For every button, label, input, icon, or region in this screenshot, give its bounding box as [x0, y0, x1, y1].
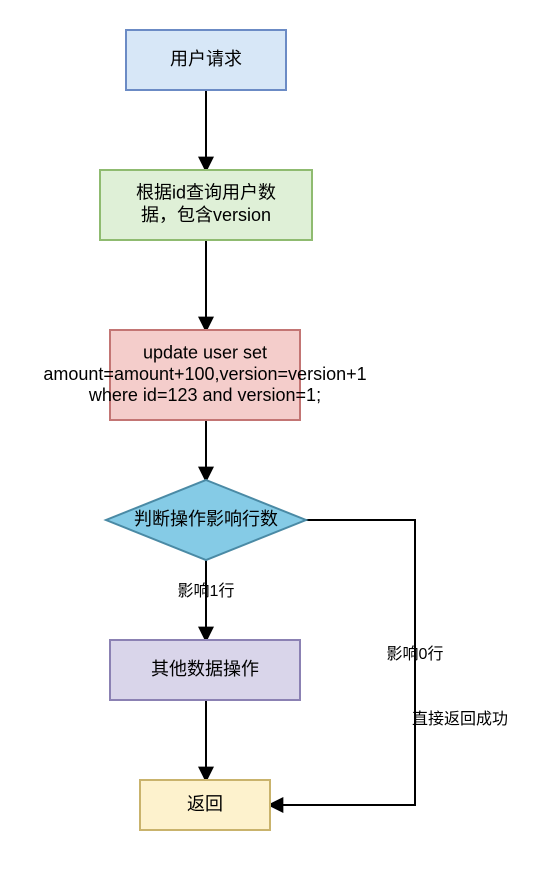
node-text-n3-line0: update user set — [143, 343, 267, 363]
node-n6: 返回 — [140, 780, 270, 830]
node-text-n4: 判断操作影响行数 — [134, 509, 278, 529]
edge-label-e6: 影响0行 — [387, 645, 444, 663]
node-n2: 根据id查询用户数据，包含version — [100, 170, 312, 240]
node-n5: 其他数据操作 — [110, 640, 300, 700]
edge-label-e4: 影响1行 — [178, 582, 235, 600]
node-n4: 判断操作影响行数 — [106, 480, 306, 560]
node-text-n6: 返回 — [187, 794, 223, 814]
node-n1: 用户请求 — [126, 30, 286, 90]
node-n3: update user setamount=amount+100,version… — [43, 330, 366, 420]
node-text-n1: 用户请求 — [170, 49, 242, 69]
flowchart-canvas: 影响1行影响0行直接返回成功 用户请求根据id查询用户数据，包含version up… — [0, 0, 552, 880]
node-text-n5: 其他数据操作 — [151, 659, 259, 679]
edge-label2-e6: 直接返回成功 — [412, 710, 508, 728]
node-text-n2-line0: 根据id查询用户数 — [136, 183, 276, 203]
node-text-n3-line1: amount=amount+100,version=version+1 — [43, 364, 366, 384]
node-text-n2-line1: 据，包含version — [141, 205, 271, 225]
node-text-n3-line2: where id=123 and version=1; — [88, 385, 321, 405]
